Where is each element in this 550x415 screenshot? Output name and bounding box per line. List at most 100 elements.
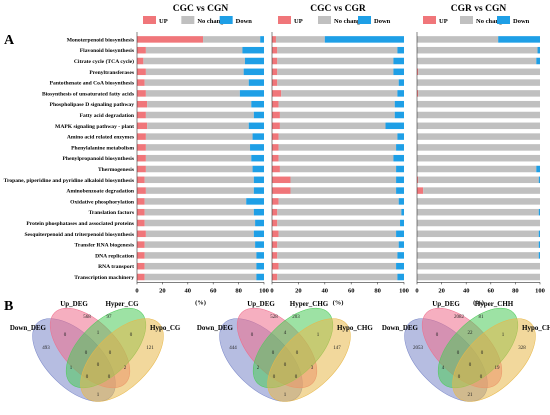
bar-segment-up	[137, 219, 145, 227]
bar-segment-down	[538, 252, 540, 259]
bar-segment-no-change	[417, 36, 499, 43]
x-tick-label: 100	[535, 287, 545, 294]
category-label: Citrate cycle (TCA cycle)	[74, 58, 134, 65]
x-tick-label: 60	[348, 287, 355, 294]
bar-segment-down	[253, 111, 264, 119]
venn-set-label: Up_DEG	[60, 300, 88, 308]
venn-region-count: 2	[124, 366, 127, 371]
bar-segment-no-change	[144, 262, 257, 270]
venn-set-label: Up_DEG	[432, 300, 460, 308]
bar-segment-up	[417, 176, 419, 184]
legend-swatch-1	[278, 16, 291, 24]
venn-set-label: Down_DEG	[10, 324, 47, 332]
venn-set-4	[80, 318, 164, 402]
bar-segment-no-change	[290, 176, 397, 184]
bar-segment-up	[272, 198, 279, 205]
venn-region-count: 0	[64, 333, 67, 338]
bar-segment-no-change	[417, 100, 540, 108]
venn-region-count: 97	[107, 315, 113, 320]
bar-segment-down	[251, 100, 264, 108]
venn-region-count: 1	[97, 331, 100, 336]
bar-segment-down	[393, 68, 404, 76]
x-axis-label: (%)	[195, 299, 206, 306]
bar-segment-no-change	[144, 198, 247, 205]
legend-swatch-2	[318, 16, 331, 24]
bar-segment-down	[324, 36, 404, 43]
venn-region-count: 0	[273, 375, 276, 380]
category-label: Phenylpropanoid biosynthesis	[62, 156, 134, 162]
venn-region-count: 444	[229, 346, 237, 351]
bar-segment-no-change	[143, 57, 245, 65]
bar-segment-no-change	[145, 111, 254, 119]
bar-segment-no-change	[145, 154, 252, 162]
venn-region-count: 4	[442, 366, 445, 371]
chart-title: CGC vs CGR	[310, 4, 366, 14]
bar-segment-no-change	[417, 165, 537, 173]
bar-segment-up	[272, 90, 282, 97]
venn-set-label: Up_DEG	[247, 300, 275, 308]
panel-b-label: B	[4, 299, 13, 314]
bar-segment-no-change	[277, 273, 398, 281]
bar-segment-no-change	[145, 144, 251, 151]
venn-set-4	[452, 318, 536, 402]
x-tick-label: 20	[295, 287, 302, 294]
bar-segment-no-change	[278, 154, 394, 162]
bar-segment-no-change	[278, 144, 397, 151]
bar-segment-up	[272, 144, 279, 151]
bar-segment-no-change	[144, 208, 254, 216]
bar-segment-up	[272, 122, 280, 130]
bar-segment-no-change	[417, 154, 540, 162]
x-tick-label: 100	[399, 287, 409, 294]
venn-region-count: 0	[436, 333, 439, 338]
category-label: DNA replication	[95, 253, 135, 259]
venn-set-label: Hyper_CG	[105, 300, 139, 308]
bar-segment-down	[260, 36, 264, 43]
venn-region-count: 328	[518, 346, 526, 351]
legend-swatch-1	[143, 16, 156, 24]
bar-segment-up	[272, 100, 279, 108]
panel-a-label: A	[4, 33, 15, 48]
bar-segment-up	[137, 133, 146, 140]
bar-segment-down	[253, 176, 264, 184]
venn-set-label: Hyper_CHH	[475, 300, 514, 308]
bar-segment-no-change	[278, 133, 398, 140]
bar-segment-no-change	[144, 219, 256, 227]
bar-segment-no-change	[278, 262, 397, 270]
bar-segment-down	[252, 133, 264, 140]
bar-segment-no-change	[277, 57, 394, 65]
legend-label: UP	[294, 18, 303, 25]
bar-segment-down	[397, 252, 404, 259]
bar-segment-down	[397, 46, 404, 54]
bar-segment-no-change	[417, 57, 537, 65]
venn-region-count: 0	[480, 375, 483, 380]
bar-segment-down	[397, 90, 404, 97]
venn-region-count: 0	[284, 363, 287, 368]
bar-segment-down	[397, 273, 404, 281]
x-tick-label: 60	[488, 287, 495, 294]
bar-segment-up	[272, 273, 278, 281]
bar-segment-up	[137, 208, 145, 216]
bar-segment-no-change	[147, 100, 252, 108]
venn-region-count: 0	[86, 375, 89, 380]
bar-segment-up	[137, 144, 146, 151]
legend-label: No change	[197, 18, 226, 25]
x-tick-label: 80	[374, 287, 381, 294]
x-tick-label: 80	[512, 287, 519, 294]
bar-segment-no-change	[145, 68, 244, 76]
bar-segment-up	[137, 57, 144, 65]
venn-diagram-3: Down_DEG Up_DEG Hyper_CHH Hypo_CHH 2053 2082 8…	[382, 300, 550, 402]
venn-region-count: 0	[296, 351, 299, 356]
venn-region-count: 22	[468, 331, 474, 336]
bar-segment-down	[248, 122, 264, 130]
bar-segment-down	[394, 100, 404, 108]
bar-segment-no-change	[144, 176, 254, 184]
bar-segment-no-change	[144, 273, 257, 281]
bar-segment-down	[256, 273, 264, 281]
bar-segment-down	[538, 176, 540, 184]
bar-segment-up	[137, 252, 145, 259]
bar-segment-no-change	[417, 111, 540, 119]
bar-segment-down	[243, 68, 264, 76]
